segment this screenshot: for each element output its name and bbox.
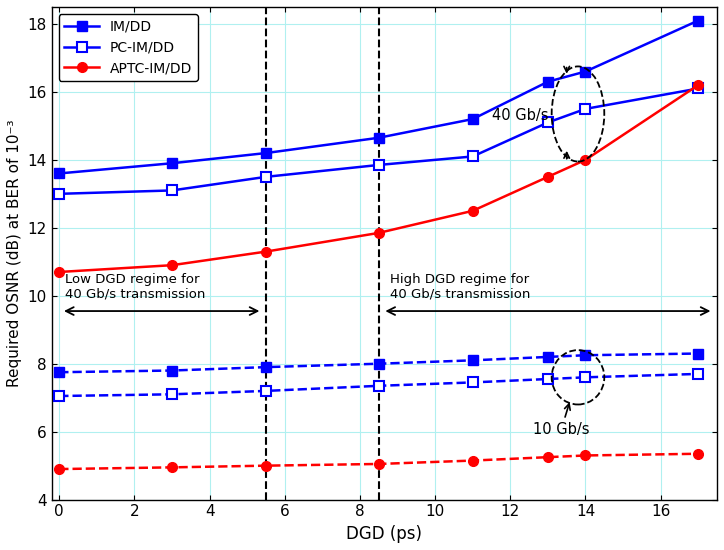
Text: 40 Gb/s: 40 Gb/s bbox=[492, 108, 548, 123]
Text: 10 Gb/s: 10 Gb/s bbox=[533, 404, 589, 437]
Text: Low DGD regime for
40 Gb/s transmission: Low DGD regime for 40 Gb/s transmission bbox=[65, 273, 206, 301]
Text: High DGD regime for
40 Gb/s transmission: High DGD regime for 40 Gb/s transmission bbox=[390, 273, 531, 301]
X-axis label: DGD (ps): DGD (ps) bbox=[346, 525, 422, 543]
Y-axis label: Required OSNR (dB) at BER of 10⁻³: Required OSNR (dB) at BER of 10⁻³ bbox=[7, 119, 22, 387]
Legend: IM/DD, PC-IM/DD, APTC-IM/DD: IM/DD, PC-IM/DD, APTC-IM/DD bbox=[59, 14, 198, 81]
